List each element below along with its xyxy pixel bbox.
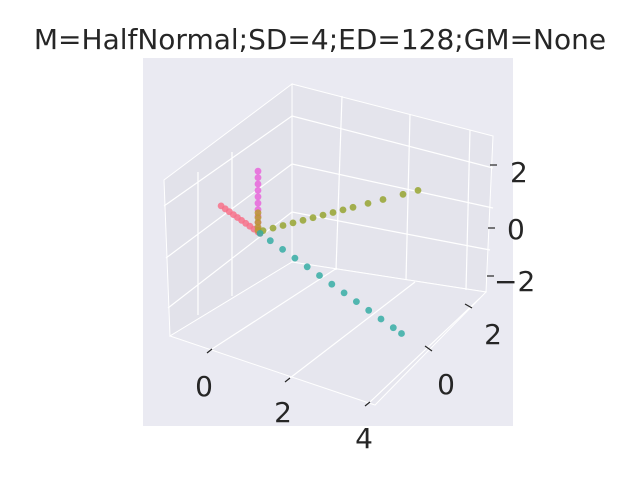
scatter-point-s4-0 (256, 230, 264, 237)
z-tick-label-neg2: −2 (494, 265, 535, 298)
scatter-point-s3-5 (309, 214, 317, 222)
points-layer (217, 167, 422, 337)
scatter-point-s3-2 (279, 222, 287, 229)
scatter-point-s3-11 (379, 196, 387, 203)
scatter-point-s4-8 (353, 298, 360, 305)
scatter-point-s1-4 (254, 199, 262, 207)
pane-floor (168, 261, 488, 406)
z-tick-label-0: 0 (507, 213, 525, 246)
scatter-point-s2-4 (254, 209, 262, 217)
scatter-point-s3-13 (414, 187, 422, 194)
scatter-point-s4-4 (303, 263, 311, 271)
scatter-point-s1-8 (254, 174, 262, 182)
scatter-point-s3-3 (289, 219, 297, 227)
x-tick-label-2: 2 (274, 396, 292, 429)
scatter-point-s4-7 (340, 289, 348, 297)
scatter-point-s1-5 (254, 193, 262, 201)
scatter-point-s1-9 (254, 167, 262, 175)
scatter-point-s4-5 (316, 272, 323, 279)
scatter-point-s2-3 (254, 214, 262, 222)
scatter-point-s3-10 (364, 200, 372, 207)
scatter-point-s4-1 (266, 237, 274, 245)
scatter-point-s3-9 (349, 203, 357, 211)
scatter-point-s1-7 (254, 180, 262, 188)
scatter-point-s4-6 (328, 280, 336, 288)
scatter-point-s2-1 (254, 223, 262, 231)
y-tick-label-2: 2 (484, 318, 502, 351)
z-tick-label-2: 2 (510, 156, 528, 189)
chart-title: M=HalfNormal;SD=4;ED=128;GM=None (34, 23, 606, 56)
scatter-point-s2-2 (254, 219, 262, 226)
scatter-point-s4-3 (291, 254, 299, 262)
scatter-point-s3-7 (329, 209, 337, 216)
scatter-point-s3-1 (269, 224, 277, 232)
x-tick-label-4: 4 (355, 422, 373, 455)
y-tick-label-0: 0 (437, 368, 455, 401)
scatter-point-s4-2 (279, 246, 286, 253)
scatter-point-s4-11 (389, 324, 397, 332)
scatter-point-s1-6 (254, 187, 262, 194)
x-tick-label-0: 0 (195, 370, 213, 403)
scatter-point-s4-12 (398, 330, 405, 337)
scatter-point-s3-4 (299, 216, 307, 224)
scatter-point-s4-10 (377, 315, 385, 323)
scatter-point-s4-9 (365, 306, 373, 314)
scatter-point-s3-6 (319, 211, 327, 219)
grid (163, 95, 494, 403)
scatter-point-s3-8 (339, 206, 347, 214)
tick-marks (206, 164, 497, 407)
scatter-point-s3-12 (399, 190, 407, 198)
